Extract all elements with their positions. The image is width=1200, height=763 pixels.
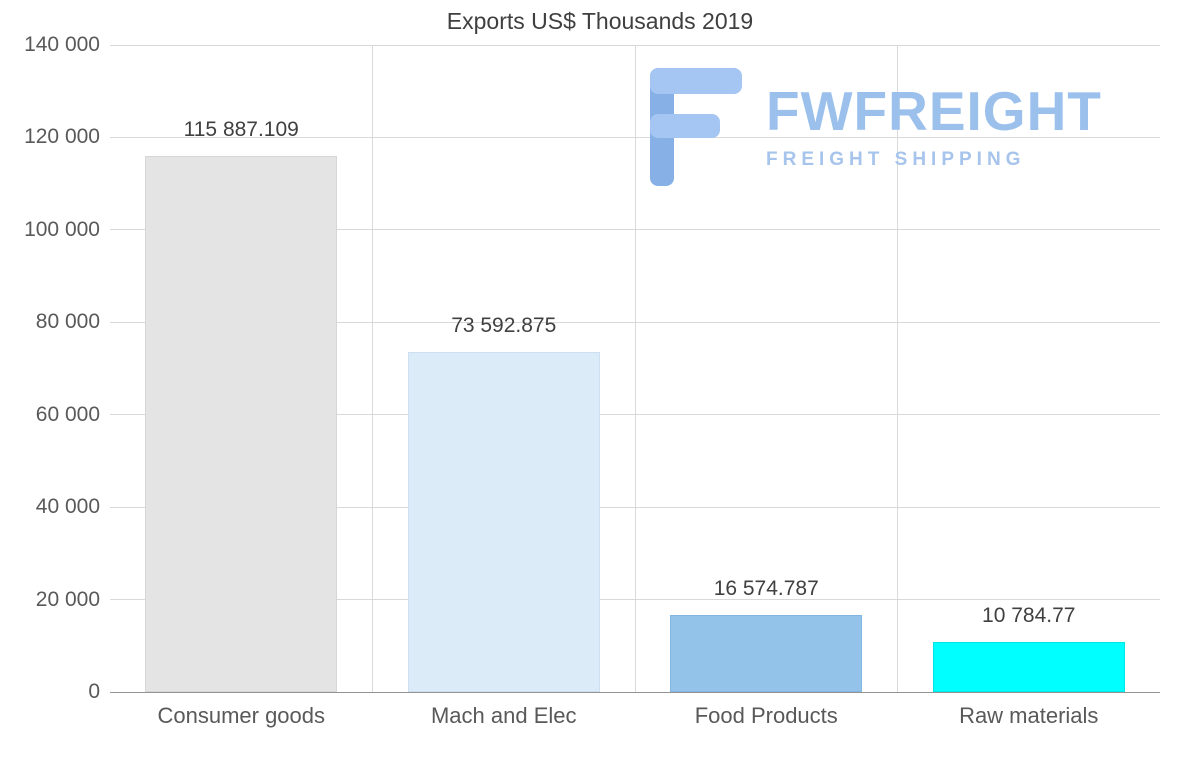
y-tick-label: 80 000 [35, 310, 100, 334]
y-tick-label: 140 000 [24, 33, 100, 56]
y-tick-label: 120 000 [24, 125, 100, 149]
x-axis: Consumer goods Mach and Elec Food Products… [110, 703, 1160, 729]
bar-value-label: 73 592.875 [451, 313, 557, 337]
bar-value-label: 16 574.787 [713, 577, 819, 601]
category-label: Mach and Elec [430, 703, 577, 728]
bar-value-label: 115 887.109 [183, 118, 299, 142]
bar-consumer-goods [145, 156, 338, 692]
y-tick-label: 0 [88, 680, 100, 703]
chart-title: Exports US$ Thousands 2019 [446, 8, 754, 34]
y-tick-label: 20 000 [35, 587, 100, 611]
fwfreight-logo: FWFREIGHT FREIGHT SHIPPING [648, 66, 1115, 188]
y-tick-label: 40 000 [35, 495, 100, 519]
y-tick-label: 100 000 [24, 217, 100, 241]
category-label: Consumer goods [157, 703, 326, 728]
brand-tagline: FREIGHT SHIPPING [766, 149, 1026, 170]
gridline-vertical [634, 45, 636, 692]
bar-food-products [670, 615, 863, 692]
fwfreight-logo-icon [648, 66, 744, 188]
bar-mach-and-elec [407, 351, 600, 692]
gridline-vertical [372, 45, 373, 692]
bar-raw-materials [932, 642, 1125, 692]
y-axis: 0 20 000 40 000 60 000 80 000 100 000 120 000 1… [0, 33, 100, 703]
y-tick-label: 60 000 [35, 402, 100, 426]
gridline-vertical [897, 45, 898, 692]
plot-area: 115 887.109 73 592.875 16 574.787 10 784.77 [110, 44, 1160, 693]
category-label: Raw materials [959, 703, 1099, 728]
category-label: Food Products [694, 703, 838, 728]
bar-value-label: 10 784.77 [982, 604, 1076, 628]
brand-name: FWFREIGHT [766, 80, 1102, 142]
brand-text-block: FWFREIGHT FREIGHT SHIPPING [766, 66, 1115, 171]
